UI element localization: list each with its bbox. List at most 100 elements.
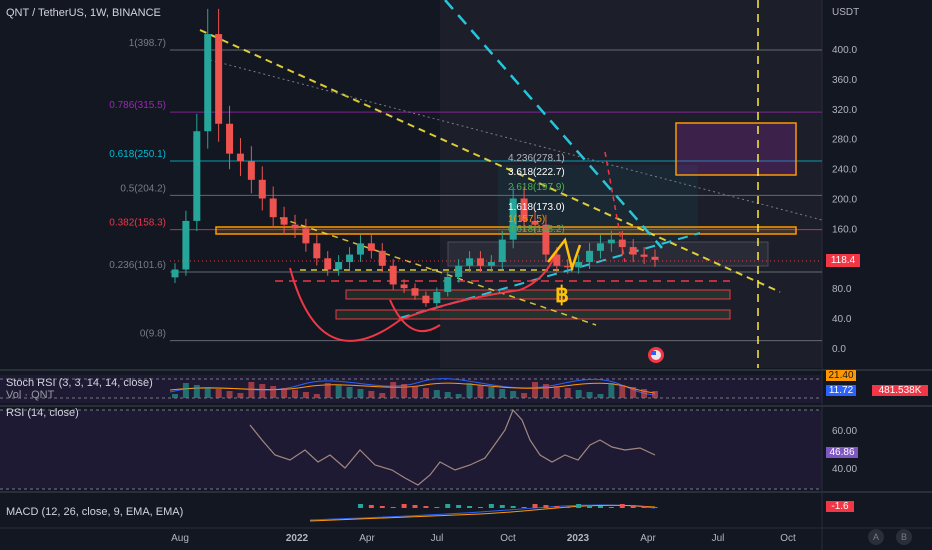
volume-bar: [641, 389, 648, 398]
macd-bar: [576, 504, 582, 508]
macd-bar: [608, 507, 614, 508]
fib-level-label: 0(9.8): [140, 329, 166, 340]
support-zone-upper[interactable]: [215, 226, 797, 235]
stoch-d-line: [169, 382, 656, 394]
macd-bar: [597, 506, 603, 508]
volume-bar: [302, 392, 309, 398]
candle-body: [498, 239, 506, 263]
consolidation-box[interactable]: [447, 241, 769, 267]
long-resistance-line[interactable]: [209, 59, 823, 221]
volume-bar: [608, 383, 615, 398]
candle-body: [313, 243, 321, 259]
macd-bar: [510, 506, 516, 508]
bottom-curve[interactable]: [289, 254, 556, 342]
candle-body: [280, 217, 288, 225]
candle-body: [182, 220, 190, 270]
volume-bar: [422, 388, 429, 398]
candle-body: [553, 254, 561, 266]
volume-bar: [357, 389, 364, 398]
macd-bar: [445, 504, 451, 508]
fib-level-label: 1(398.7): [129, 38, 166, 49]
downtrend-line-secondary[interactable]: [279, 217, 597, 326]
candle-body: [542, 224, 550, 255]
macd-bar: [434, 507, 440, 508]
candle-body: [193, 131, 201, 221]
candle-body: [356, 243, 364, 255]
us-flag-icon[interactable]: [648, 347, 664, 363]
time-tick: Oct: [500, 533, 516, 544]
volume-bar: [412, 386, 418, 398]
volume-bar: [433, 390, 440, 398]
volume-bars: [172, 382, 658, 398]
time-axis[interactable]: Aug 2022 Apr Jul Oct 2023 Apr Jul Oct: [171, 533, 796, 544]
volume-bar: [248, 382, 255, 398]
price-axis[interactable]: 400.0360.0320.0280.0240.0200.0160.0120.0…: [832, 45, 857, 355]
settings-icon[interactable]: A: [868, 529, 884, 545]
extension-box[interactable]: [498, 165, 698, 240]
stoch-rsi-label[interactable]: Stoch RSI (3, 3, 14, 14, close): [6, 377, 153, 389]
candle-body: [575, 262, 583, 268]
volume-bar: [630, 387, 637, 398]
fib-retracement[interactable]: 1(398.7) 0.786(315.5) 0.618(250.1) 0.5(204.…: [109, 38, 822, 342]
candle-body: [455, 265, 463, 277]
macd-histogram: [357, 504, 658, 508]
volume-bar: [335, 385, 342, 398]
volume-bar: [379, 393, 386, 398]
macd-value-badge: -1.6: [826, 501, 854, 512]
candle-body: [335, 262, 343, 270]
svg-text:฿: ฿: [555, 282, 569, 307]
macd-bar: [456, 505, 462, 508]
time-tick: 2023: [567, 533, 590, 544]
macd-label[interactable]: MACD (12, 26, close, 9, EMA, EMA): [6, 506, 184, 518]
fib-extension-label: 1.618(173.0): [508, 202, 565, 213]
candle-body: [226, 123, 234, 154]
candle-body: [444, 276, 452, 292]
scale-icon[interactable]: B: [896, 529, 912, 545]
volume-bar: [521, 393, 528, 398]
macd-bar: [390, 507, 396, 508]
macd-bar: [652, 507, 658, 508]
price-tick: 360.0: [832, 75, 857, 86]
rsi-label[interactable]: RSI (14, close): [6, 407, 79, 419]
time-tick: Jul: [431, 533, 444, 544]
volume-bar: [182, 383, 189, 398]
downtrend-line[interactable]: [199, 29, 781, 293]
volume-bar: [390, 382, 397, 398]
target-box[interactable]: [675, 122, 797, 176]
candle-body: [324, 258, 332, 270]
volume-bar: [597, 394, 604, 398]
fib-level-label: 0.618(250.1): [109, 149, 166, 160]
stoch-d-badge: 21.40: [826, 370, 856, 381]
symbol-title[interactable]: QNT / TetherUS, 1W, BINANCE: [6, 7, 161, 19]
fib-extension-label: 1(157.5): [508, 214, 545, 225]
fib-level-label: 0.236(101.6): [109, 260, 166, 271]
candlesticks[interactable]: [171, 8, 659, 307]
volume-bar: [292, 390, 298, 398]
macd-bar: [641, 506, 647, 508]
candle-body: [291, 224, 299, 229]
fib-extension-label: 2.618(197.9): [508, 182, 565, 193]
fib-extension-label: 3.618(222.7): [508, 167, 565, 178]
macd-bar: [368, 505, 374, 508]
candle-body: [596, 243, 604, 251]
bottom-curve-inner[interactable]: [389, 299, 441, 333]
fib-extension-label: 0.618(148.2): [508, 224, 565, 235]
bitcoin-logo: ฿: [547, 237, 582, 307]
price-tick: 80.0: [832, 284, 852, 295]
candle-body: [520, 198, 528, 221]
time-tick: Jul: [712, 533, 725, 544]
volume-bar: [586, 392, 593, 398]
rsi-tick: 60.00: [832, 426, 857, 437]
cyan-trend-line[interactable]: [444, 0, 663, 249]
price-tick: 320.0: [832, 105, 857, 116]
price-tick: 400.0: [832, 45, 857, 56]
support-zone-mid[interactable]: [345, 289, 731, 300]
volume-label[interactable]: Vol · QNT: [6, 389, 55, 401]
support-zone-low[interactable]: [335, 309, 731, 320]
fib-extension-label: 4.236(278.1): [508, 153, 565, 164]
stoch-k-badge: 11.72: [826, 385, 856, 396]
macd-bar: [467, 506, 473, 508]
volume-bar: [466, 383, 473, 398]
macd-signal-line: [309, 504, 656, 522]
